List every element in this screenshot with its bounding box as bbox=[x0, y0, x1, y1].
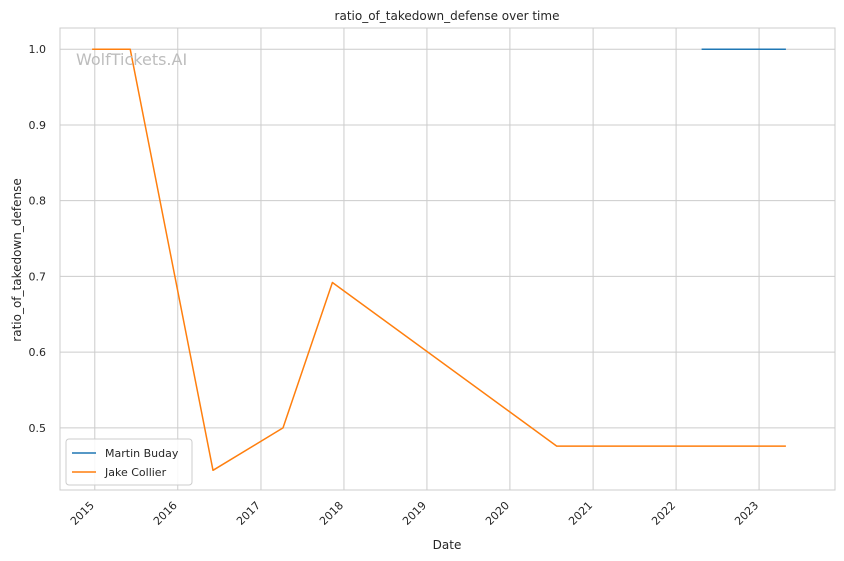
legend-label-jake-collier: Jake Collier bbox=[104, 466, 167, 479]
legend-label-martin-buday: Martin Buday bbox=[105, 447, 179, 460]
grid bbox=[60, 28, 835, 490]
legend-box bbox=[65, 438, 193, 486]
y-tick-label: 0.5 bbox=[29, 422, 47, 435]
y-axis-label: ratio_of_takedown_defense bbox=[10, 178, 24, 341]
y-tick-label: 1.0 bbox=[29, 43, 47, 56]
watermark: WolfTickets.AI bbox=[76, 50, 187, 69]
legend: Martin Buday Jake Collier bbox=[65, 438, 193, 486]
series-line-jake-collier bbox=[92, 48, 786, 472]
x-axis-label: Date bbox=[433, 538, 462, 552]
series-layer bbox=[92, 48, 786, 472]
y-tick-label: 0.6 bbox=[29, 346, 47, 359]
plot-area bbox=[60, 28, 835, 490]
y-tick-label: 0.7 bbox=[29, 270, 47, 283]
chart-title: ratio_of_takedown_defense over time bbox=[335, 9, 560, 23]
y-tick-label: 0.8 bbox=[29, 195, 47, 208]
y-tick-label: 0.9 bbox=[29, 119, 47, 132]
y-tick-labels: 0.5 0.6 0.7 0.8 0.9 1.0 bbox=[29, 43, 47, 435]
plot-frame bbox=[59, 27, 836, 491]
